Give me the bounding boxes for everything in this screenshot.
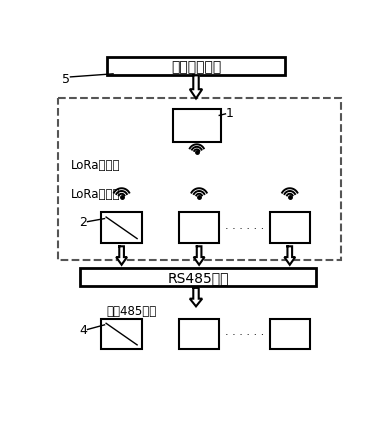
Polygon shape — [284, 247, 295, 265]
Polygon shape — [116, 247, 127, 265]
Bar — [58, 99, 341, 261]
Text: · · · · · ·: · · · · · · — [225, 329, 264, 339]
Bar — [80, 268, 316, 287]
Bar — [101, 213, 142, 244]
Polygon shape — [190, 76, 202, 99]
Text: 5: 5 — [62, 73, 70, 86]
Bar — [269, 319, 310, 350]
Text: 2: 2 — [79, 216, 87, 229]
Text: 4: 4 — [79, 323, 87, 336]
Bar — [179, 213, 219, 244]
Bar — [269, 213, 310, 244]
Text: LoRa主节点: LoRa主节点 — [71, 159, 120, 172]
Bar — [107, 58, 285, 76]
Polygon shape — [190, 288, 202, 307]
Bar — [179, 319, 219, 350]
Text: 1: 1 — [226, 107, 234, 120]
Text: 工业485设备: 工业485设备 — [107, 305, 157, 318]
Text: 采集控制平台: 采集控制平台 — [171, 60, 221, 74]
Text: LoRa从节点: LoRa从节点 — [71, 187, 120, 200]
Text: · · · · · ·: · · · · · · — [225, 223, 264, 233]
Polygon shape — [194, 247, 204, 265]
Bar — [101, 319, 142, 350]
Text: RS485接口: RS485接口 — [167, 270, 229, 284]
Bar — [173, 110, 221, 142]
